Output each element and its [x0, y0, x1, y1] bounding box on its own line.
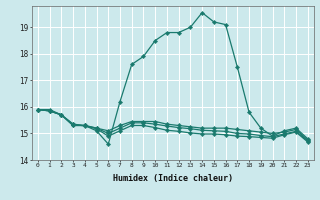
X-axis label: Humidex (Indice chaleur): Humidex (Indice chaleur) — [113, 174, 233, 183]
